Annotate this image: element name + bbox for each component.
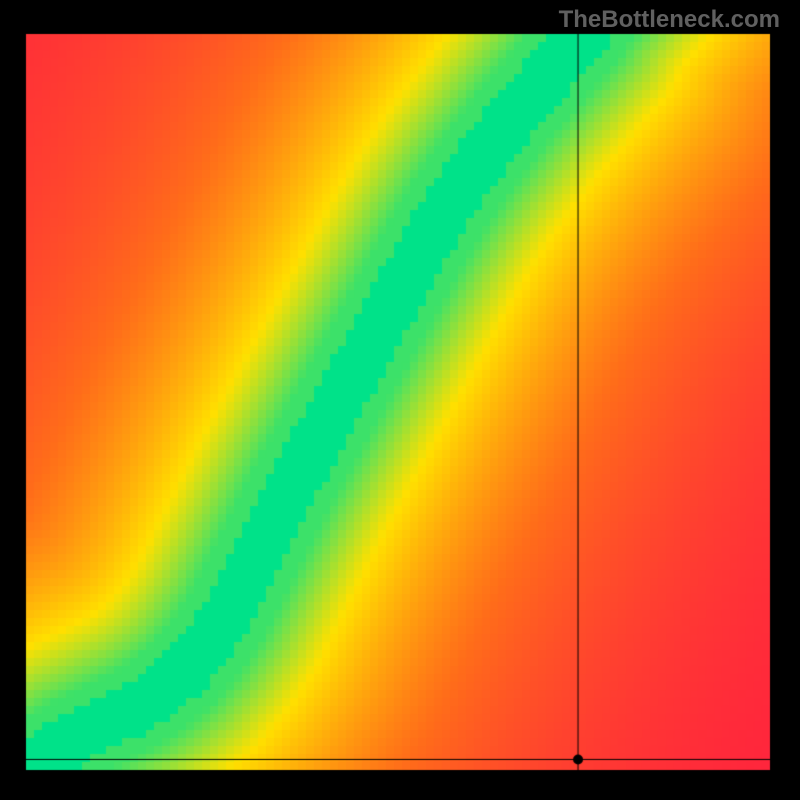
chart-container: TheBottleneck.com bbox=[0, 0, 800, 800]
watermark-text: TheBottleneck.com bbox=[559, 6, 780, 34]
bottleneck-heatmap bbox=[0, 0, 800, 800]
